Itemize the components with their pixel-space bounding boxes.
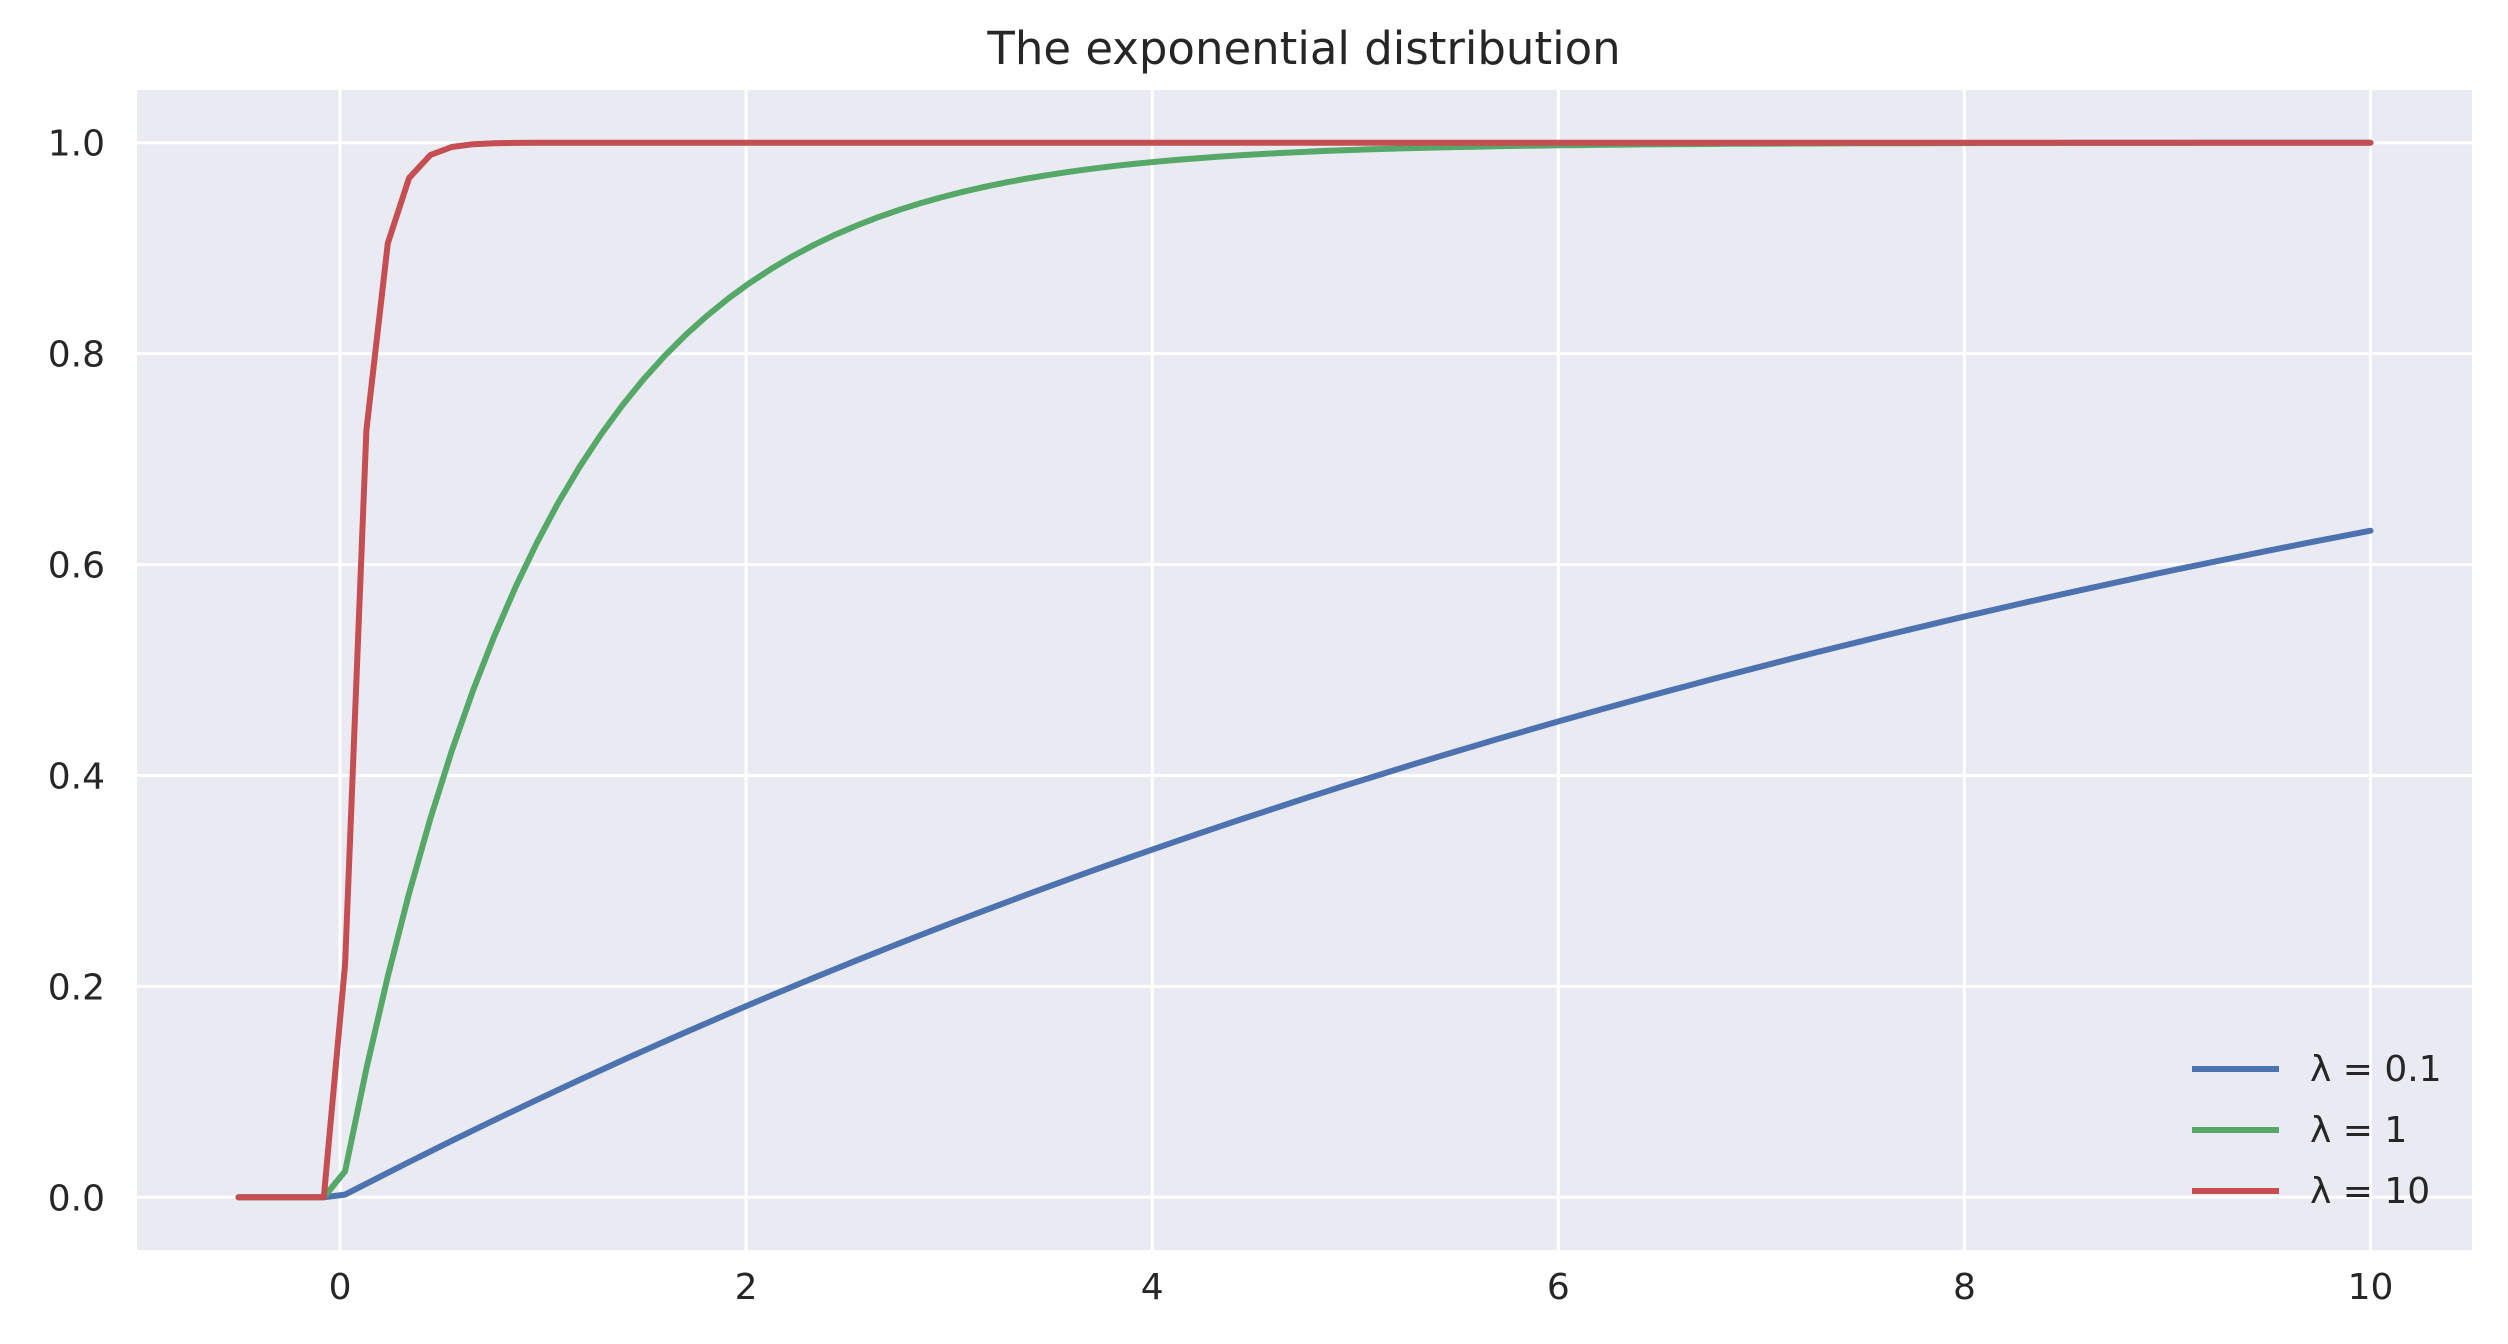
y-tick-label: 1.0 xyxy=(48,124,105,165)
legend: λ = 0.1 λ = 1 λ = 10 xyxy=(2192,1049,2442,1212)
y-tick-label: 0.2 xyxy=(48,967,105,1008)
series-layer xyxy=(235,139,2374,1201)
y-tick-label: 0.6 xyxy=(48,546,105,587)
x-tick-label: 10 xyxy=(2348,1267,2394,1308)
x-tick-label: 8 xyxy=(1953,1267,1976,1308)
x-tick-label: 0 xyxy=(329,1267,352,1308)
legend-label-0: λ = 0.1 xyxy=(2310,1049,2442,1090)
x-tick-label: 2 xyxy=(735,1267,758,1308)
series-line-2 xyxy=(235,139,2374,1201)
y-tick-label: 0.4 xyxy=(48,756,105,797)
y-tick-label: 0.0 xyxy=(48,1178,105,1219)
x-tick-label: 6 xyxy=(1547,1267,1570,1308)
series-line-0 xyxy=(235,527,2374,1201)
chart-title: The exponential distribution xyxy=(986,22,1620,75)
x-tick-label: 4 xyxy=(1141,1267,1164,1308)
legend-label-1: λ = 1 xyxy=(2310,1110,2407,1151)
legend-label-2: λ = 10 xyxy=(2310,1171,2430,1212)
plot-area xyxy=(137,90,2472,1250)
tick-labels: 0 2 4 6 8 10 0.0 0.2 0.4 0.6 0.8 1.0 xyxy=(48,124,2394,1308)
y-tick-label: 0.8 xyxy=(48,335,105,376)
